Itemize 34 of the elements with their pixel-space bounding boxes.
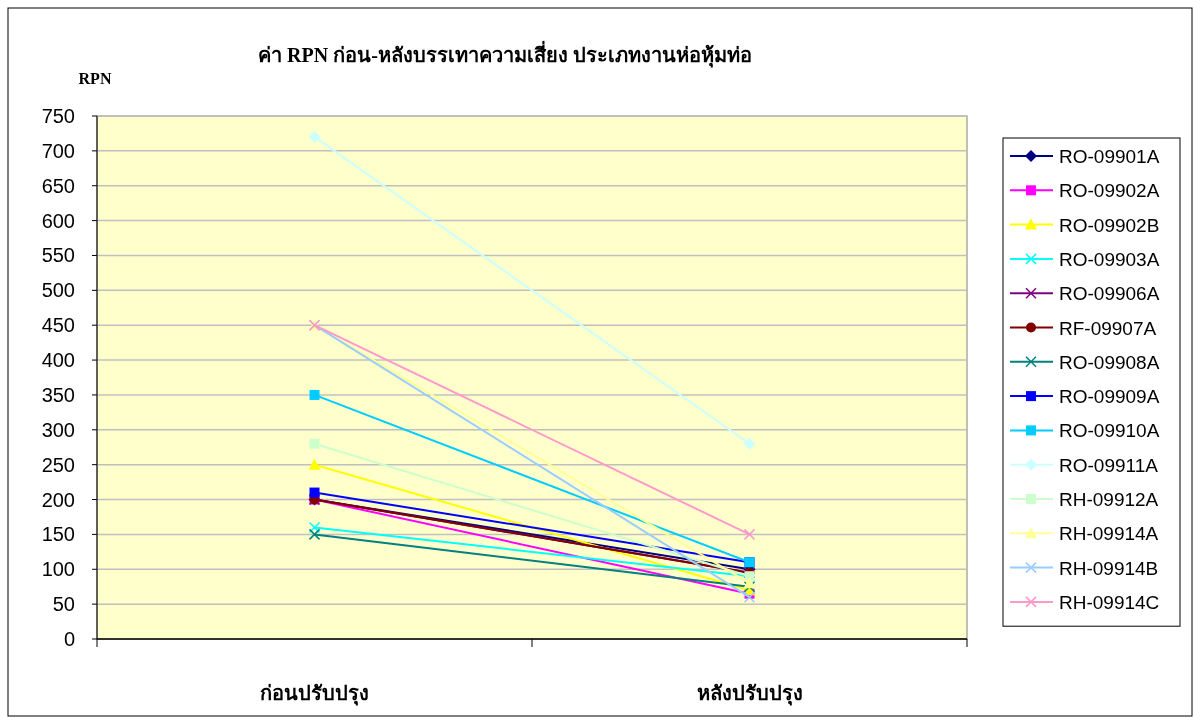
- y-tick-label: 500: [41, 279, 75, 302]
- legend-label: RH-09914B: [1059, 557, 1159, 579]
- legend-label: RH-09914C: [1059, 591, 1160, 613]
- chart-title: ค่า RPN ก่อน-หลังบรรเทาความเสี่ยง ประเภทงานห่อหุ้มท่อ: [258, 40, 752, 68]
- y-tick-label: 150: [41, 523, 75, 546]
- legend-label: RO-09903A: [1059, 248, 1160, 270]
- x-tick-label: ก่อนปรับปรุง: [260, 682, 369, 706]
- y-tick-label: 450: [41, 314, 75, 337]
- y-tick-label: 650: [41, 174, 75, 197]
- y-tick-label: 400: [41, 349, 75, 372]
- y-tick-label: 350: [41, 383, 75, 406]
- x-tick-label: หลังปรับปรุง: [696, 682, 803, 706]
- legend-label: RO-09901A: [1059, 146, 1160, 167]
- legend-label: RF-09907A: [1059, 317, 1157, 339]
- y-tick-label: 100: [41, 558, 75, 581]
- legend-label: RO-09902B: [1059, 214, 1160, 236]
- y-tick-label: 700: [41, 139, 75, 162]
- legend-label: RO-09902A: [1059, 180, 1160, 202]
- legend-label: RO-09908A: [1059, 351, 1160, 373]
- legend-label: RH-09912A: [1059, 489, 1159, 510]
- legend-label: RO-09909A: [1059, 386, 1160, 408]
- y-tick-label: 750: [41, 105, 75, 127]
- y-tick-label: 50: [52, 593, 75, 616]
- legend-label: RO-09906A: [1059, 283, 1160, 305]
- y-tick-label: 250: [41, 453, 75, 476]
- legend-label: RO-09910A: [1059, 420, 1160, 442]
- y-tick-label: 550: [41, 244, 75, 267]
- y-tick-label: 200: [41, 488, 75, 511]
- y-tick-label: 0: [63, 628, 75, 650]
- y-axis-title: RPN: [78, 70, 112, 87]
- y-tick-label: 600: [41, 209, 75, 232]
- legend-label: RO-09911A: [1059, 454, 1159, 476]
- y-tick-label: 300: [41, 418, 75, 441]
- legend-label: RH-09914A: [1059, 523, 1159, 545]
